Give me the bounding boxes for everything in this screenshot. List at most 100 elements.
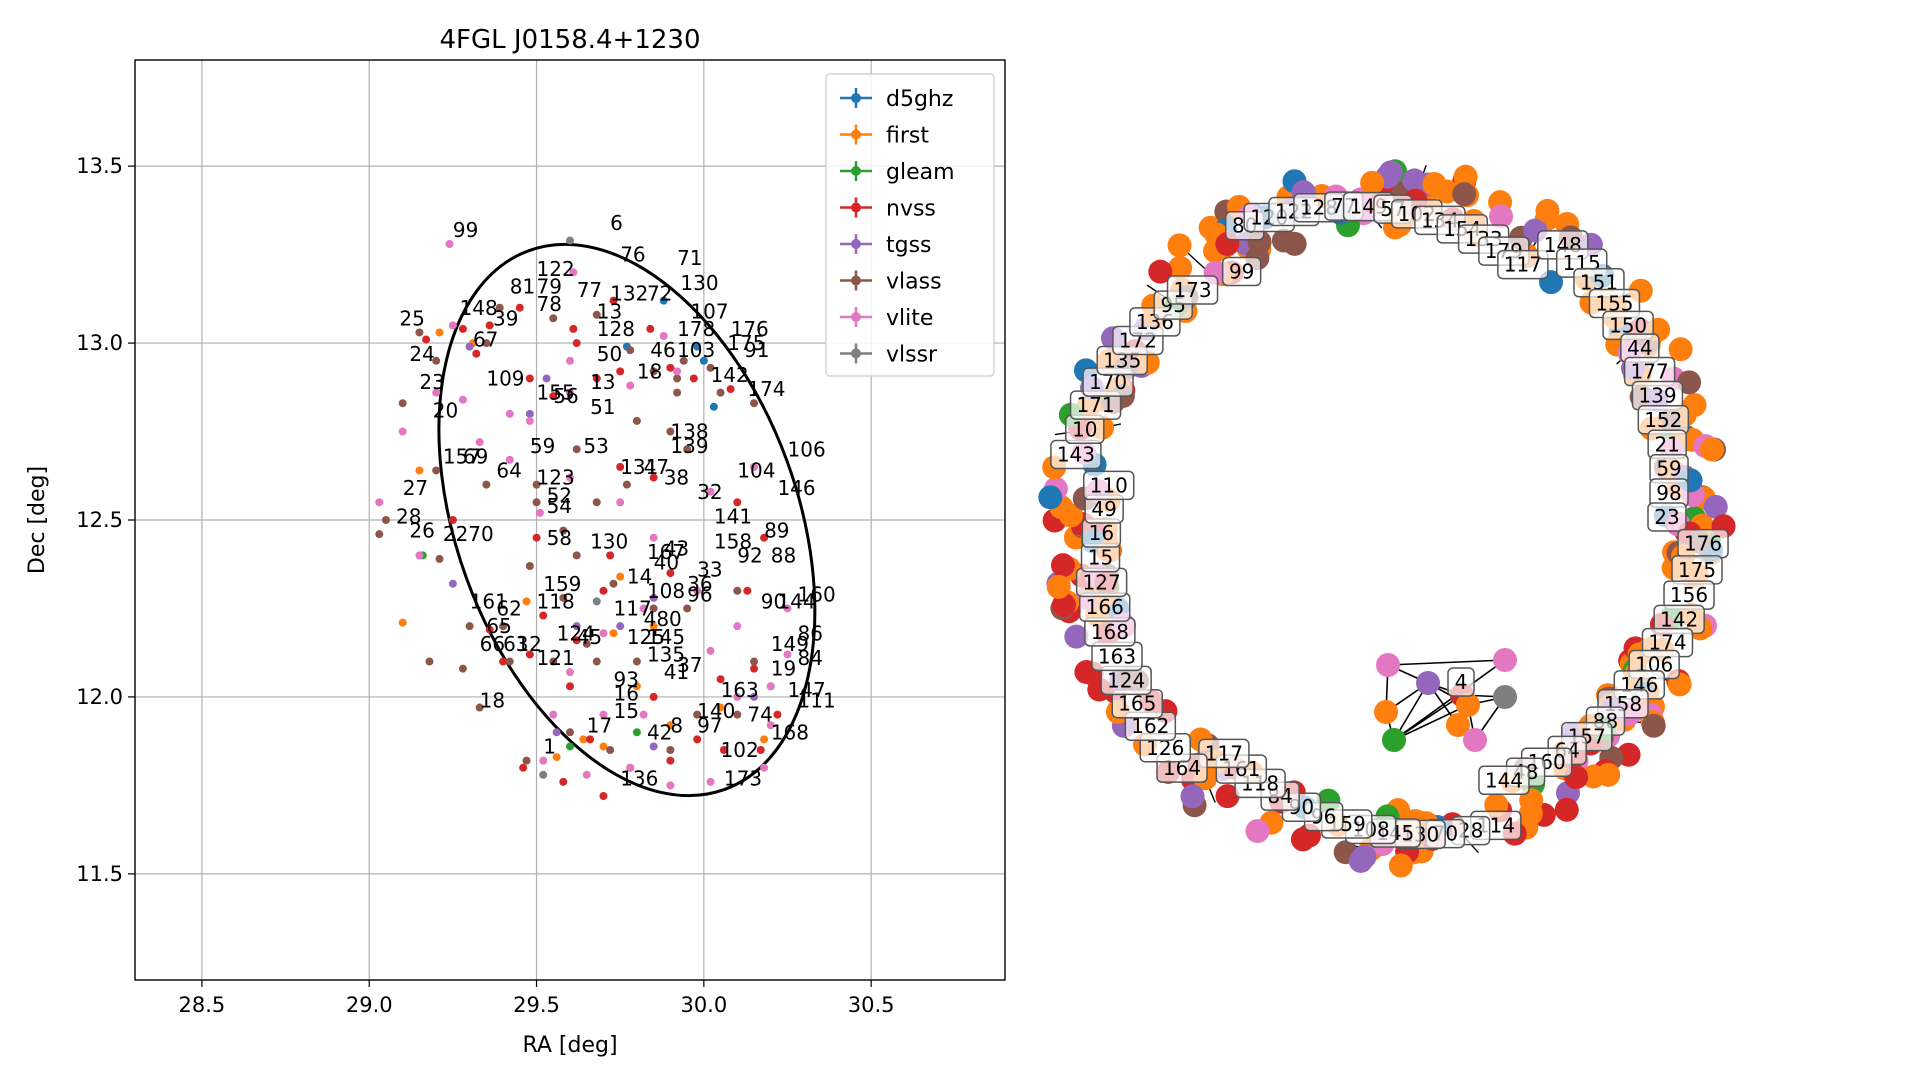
point-tgss [616, 622, 625, 631]
point-label: 41 [664, 660, 689, 684]
point-label: 27 [403, 476, 428, 500]
network-node [1046, 574, 1071, 599]
legend-marker [851, 166, 861, 176]
point-vlass [679, 356, 688, 365]
label-text: 16 [1089, 521, 1114, 545]
network-node-label: 165 [1111, 688, 1164, 719]
cluster-node [1446, 713, 1470, 737]
legend-entry-nvss: nvss [840, 197, 936, 222]
point-vlass [495, 303, 504, 312]
point-vlite [448, 321, 457, 330]
x-axis-label: RA [deg] [522, 1033, 617, 1058]
point-vlass [482, 480, 491, 489]
point-vlite [549, 710, 558, 719]
point-vlass [750, 399, 759, 408]
point-nvss [549, 392, 558, 401]
point-label: 130 [680, 271, 718, 295]
point-label: 24 [409, 342, 434, 366]
point-label: 71 [677, 246, 702, 270]
label-text: 4 [1455, 670, 1468, 694]
cluster-edge [1393, 694, 1463, 741]
point-vlite [475, 438, 484, 447]
point-vlite [733, 622, 742, 631]
point-label: 18 [637, 359, 662, 383]
point-label: 157 [443, 444, 481, 468]
network-node [1215, 784, 1240, 809]
network-node-label: 99 [1221, 256, 1262, 287]
point-vlass [435, 554, 444, 563]
legend-marker [851, 202, 861, 213]
network-node-label: 168 [1084, 617, 1136, 647]
point-vlite [566, 356, 574, 365]
point-vlite [706, 777, 715, 786]
point-vlass [606, 746, 615, 754]
network-node-label: 110 [1083, 470, 1135, 501]
point-nvss [606, 551, 615, 560]
network-node [1148, 259, 1173, 284]
point-label: 64 [496, 459, 521, 483]
cluster-node [1463, 728, 1487, 752]
point-label: 128 [597, 317, 635, 341]
point-nvss [515, 303, 524, 312]
point-nvss [599, 586, 608, 595]
label-text: 163 [1098, 644, 1136, 668]
point-first [552, 753, 561, 762]
point-nvss [719, 746, 728, 754]
label-text: 144 [1485, 768, 1523, 792]
point-nvss [572, 339, 581, 348]
point-label: 158 [714, 529, 752, 553]
point-vlass [582, 639, 591, 648]
point-label: 144 [777, 589, 815, 613]
point-label: 102 [721, 738, 759, 762]
point-label: 52 [547, 483, 572, 507]
network-node-label: 98 [1649, 478, 1689, 508]
point-label: 108 [647, 579, 685, 603]
point-label: 93 [614, 667, 639, 691]
point-nvss [649, 692, 658, 701]
point-nvss [472, 349, 481, 358]
point-label: 32 [697, 480, 722, 504]
point-nvss [525, 374, 534, 383]
point-vlssr [539, 770, 548, 779]
point-vlass [733, 710, 742, 719]
point-label: 141 [714, 505, 752, 529]
network-node-label: 171 [1069, 390, 1122, 420]
point-vlass [592, 498, 601, 507]
point-label: 62 [496, 597, 521, 621]
label-text: 44 [1627, 336, 1652, 360]
point-nvss [649, 473, 658, 482]
label-text: 175 [1678, 558, 1716, 582]
network-node-label: 15 [1080, 542, 1121, 573]
point-label: 20 [433, 398, 458, 422]
point-vlass [733, 586, 742, 595]
point-label: 146 [777, 476, 815, 500]
point-label: 159 [543, 572, 581, 596]
point-label: 28 [396, 505, 421, 529]
network-node [1378, 160, 1403, 185]
point-vlite [766, 682, 775, 691]
point-vlite [432, 388, 441, 397]
point-nvss [693, 735, 702, 744]
label-box [1083, 470, 1135, 501]
point-label: 122 [537, 257, 575, 281]
label-text: 171 [1076, 393, 1114, 417]
point-label: 149 [771, 632, 809, 656]
point-vlite [375, 498, 384, 507]
point-first [579, 735, 588, 744]
inner-cluster: 4 [1374, 648, 1517, 752]
point-vlass [666, 746, 675, 754]
point-nvss [646, 324, 655, 333]
network-node [1180, 784, 1205, 809]
point-label: 125 [627, 625, 665, 649]
point-label: 86 [798, 621, 823, 645]
point-vlass [673, 388, 682, 397]
network-node [1641, 713, 1666, 738]
network-node [1422, 171, 1447, 196]
point-vlite [750, 462, 759, 471]
point-nvss [422, 335, 431, 344]
point-label: 45 [577, 625, 602, 649]
point-label: 175 [727, 331, 765, 355]
label-text: 156 [1670, 583, 1708, 607]
network-node-label: 21 [1647, 429, 1687, 460]
